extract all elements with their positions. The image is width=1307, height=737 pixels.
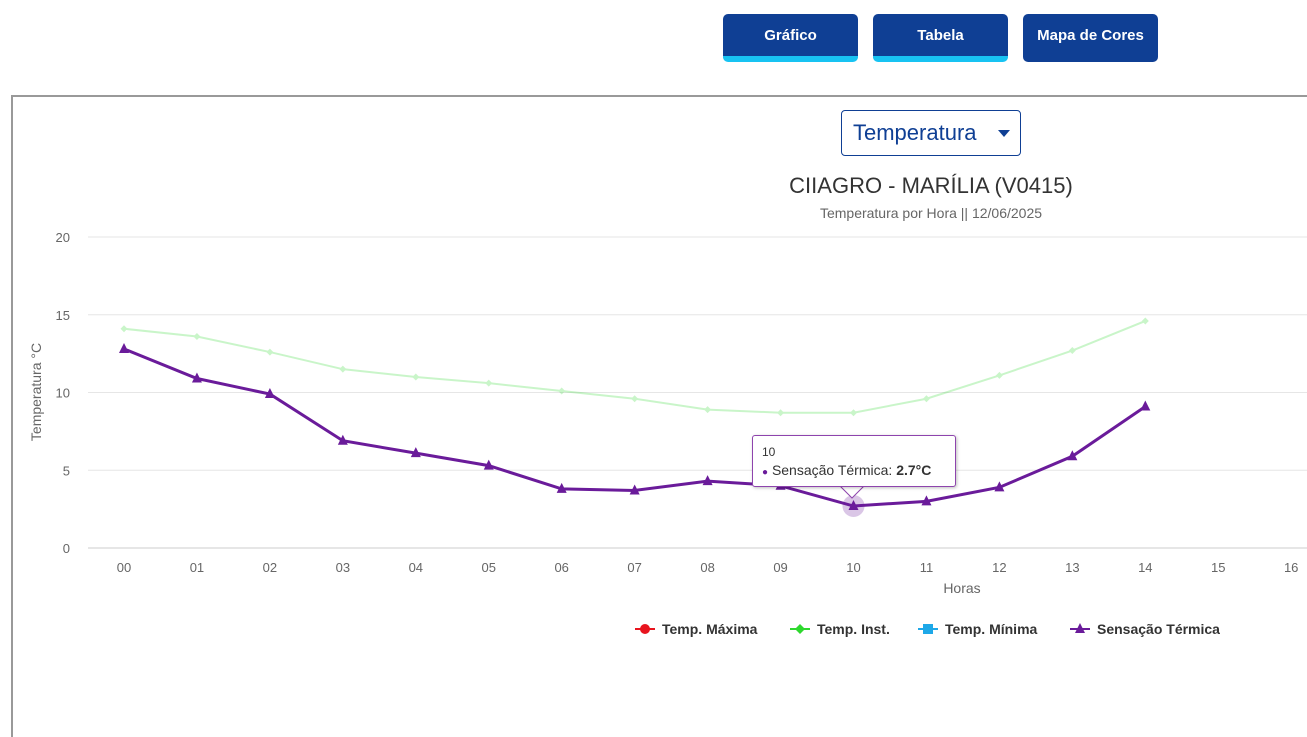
series <box>119 342 1151 518</box>
marker <box>848 500 859 511</box>
marker <box>631 395 639 403</box>
tooltip-value: 2.7°C <box>896 462 932 478</box>
tab-button[interactable]: Gráfico <box>723 14 858 62</box>
legend-label: Sensação Térmica <box>1097 621 1220 637</box>
chart: CIIAGRO - MARÍLIA (V0415) Temperatura por… <box>28 173 1307 637</box>
y-axis-label: Temperatura °C <box>28 343 44 441</box>
marker <box>120 325 128 333</box>
tooltip-text: Sensação Térmica: <box>771 462 893 478</box>
marker <box>1141 317 1149 325</box>
tooltip-dot: ● <box>762 467 769 478</box>
marker <box>558 387 566 395</box>
tab-button[interactable]: Mapa de Cores <box>1023 14 1158 62</box>
x-tick-label: 02 <box>263 560 277 575</box>
x-tick-label: 13 <box>1065 560 1079 575</box>
caret <box>998 130 1010 137</box>
y-tick-label: 15 <box>56 308 70 323</box>
legend-item[interactable]: Temp. Mínima <box>918 621 1038 637</box>
x-axis-label: Horas <box>943 580 980 596</box>
x-tick-label: 05 <box>482 560 496 575</box>
legend-label: Temp. Máxima <box>662 621 758 637</box>
marker <box>994 481 1005 492</box>
legend-item[interactable]: Sensação Térmica <box>1070 621 1220 637</box>
marker <box>1140 400 1151 411</box>
x-tick-label: 03 <box>336 560 350 575</box>
marker <box>777 409 785 417</box>
marker <box>410 447 421 458</box>
marker <box>850 409 857 417</box>
x-tick-label: 06 <box>554 560 568 575</box>
marker <box>412 373 420 381</box>
series <box>120 317 1149 417</box>
series-line <box>123 320 1146 414</box>
legend-item[interactable]: Temp. Inst. <box>790 621 890 637</box>
marker <box>266 348 274 356</box>
y-tick-label: 20 <box>56 230 70 245</box>
tooltip: 10 ● Sensação Térmica: 2.7°C <box>752 435 956 487</box>
marker <box>702 475 713 486</box>
legend-item[interactable]: Temp. Máxima <box>635 621 758 637</box>
tooltip-row: ● Sensação Térmica: 2.7°C <box>762 462 955 478</box>
y-tick-label: 0 <box>63 541 70 556</box>
x-tick-label: 15 <box>1211 560 1225 575</box>
x-tick-label: 00 <box>117 560 131 575</box>
x-tick-label: 01 <box>190 560 204 575</box>
marker <box>640 624 650 634</box>
marker <box>191 372 202 383</box>
tooltip-title: 10 <box>762 445 776 459</box>
marker <box>922 395 930 403</box>
x-tick-label: 04 <box>409 560 423 575</box>
x-tick-label: 11 <box>920 560 934 575</box>
marker <box>923 624 933 634</box>
marker <box>704 406 712 414</box>
marker <box>485 379 493 387</box>
marker <box>1067 450 1078 461</box>
tooltip-pointer <box>839 485 865 499</box>
marker <box>193 333 201 341</box>
x-tick-label: 09 <box>773 560 787 575</box>
marker <box>119 342 129 353</box>
marker <box>339 365 347 373</box>
x-tick-label: 12 <box>992 560 1006 575</box>
chart-subtitle: Temperatura por Hora || 12/06/2025 <box>820 205 1042 221</box>
marker <box>629 484 640 495</box>
marker <box>483 459 494 470</box>
marker <box>1068 347 1076 355</box>
legend-label: Temp. Inst. <box>817 621 890 637</box>
dropdown-label: Temperatura <box>853 120 977 145</box>
marker <box>1075 623 1085 633</box>
legend-label: Temp. Mínima <box>945 621 1038 637</box>
y-tick-label: 10 <box>56 386 70 401</box>
marker <box>264 388 275 399</box>
y-tick-label: 5 <box>63 463 70 478</box>
page: Gráfico Tabela Mapa de Cores CIIAGRO - M… <box>11 14 1307 737</box>
marker <box>795 624 805 634</box>
chart-title: CIIAGRO - MARÍLIA (V0415) <box>789 173 1073 198</box>
marker <box>556 482 567 493</box>
tab-button[interactable]: Tabela <box>873 14 1008 62</box>
marker <box>921 495 932 506</box>
x-tick-label: 10 <box>846 560 860 575</box>
marker <box>995 371 1003 379</box>
chart-frame <box>11 95 1307 737</box>
x-tick-label: 07 <box>627 560 641 575</box>
x-tick-label: 14 <box>1138 560 1152 575</box>
x-tick-label: 16 <box>1284 560 1298 575</box>
dropdown[interactable]: Temperatura <box>841 110 1021 156</box>
x-tick-label: 08 <box>700 560 714 575</box>
marker <box>337 434 348 445</box>
series-line <box>123 347 1147 508</box>
